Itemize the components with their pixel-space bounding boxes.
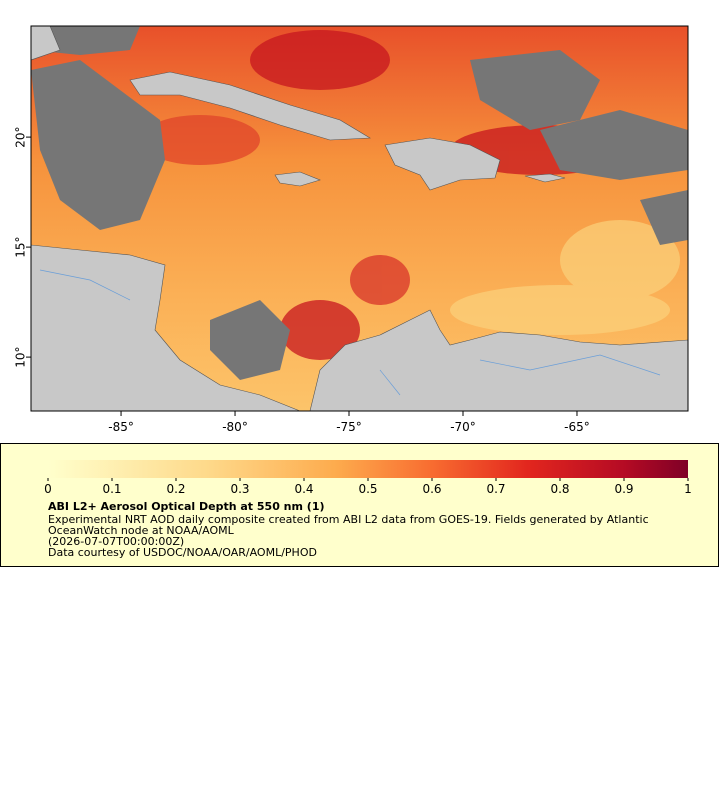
- colorbar-tick-label: 0.3: [230, 482, 249, 496]
- legend-line: Experimental NRT AOD daily composite cre…: [48, 513, 649, 526]
- legend-line: OceanWatch node at NOAA/AOML: [48, 524, 235, 537]
- colorbar-tick-label: 0.8: [550, 482, 569, 496]
- clouds: [31, 26, 688, 380]
- colorbar: [48, 460, 688, 478]
- low-aod: [450, 220, 680, 335]
- map-frame: [30, 25, 689, 412]
- legend-line: (2026-07-07T00:00:00Z): [48, 535, 184, 548]
- legend-line: Data courtesy of USDOC/NOAA/OAR/AOML/PHO…: [48, 546, 317, 559]
- x-tick-label: -85°: [108, 420, 134, 434]
- x-tick-label: -65°: [564, 420, 590, 434]
- x-tick-label: -75°: [336, 420, 362, 434]
- legend-title: ABI L2+ Aerosol Optical Depth at 550 nm …: [48, 500, 325, 513]
- y-tick-label: 15°: [14, 236, 28, 257]
- colorbar-tick-label: 0.1: [102, 482, 121, 496]
- x-tick-label: -80°: [222, 420, 248, 434]
- colorbar-tick-label: 0: [44, 482, 52, 496]
- map-area: [31, 26, 688, 411]
- colorbar-tick-label: 0.6: [422, 482, 441, 496]
- colorbar-tick-label: 0.5: [358, 482, 377, 496]
- x-tick-label: -70°: [450, 420, 476, 434]
- colorbar-tick-label: 1: [684, 482, 692, 496]
- colorbar-tick-label: 0.2: [166, 482, 185, 496]
- y-tick-label: 10°: [14, 346, 28, 367]
- colorbar-tick-label: 0.7: [486, 482, 505, 496]
- land: [31, 26, 688, 411]
- y-tick-label: 20°: [14, 126, 28, 147]
- colorbar-tick-label: 0.9: [614, 482, 633, 496]
- rivers: [39, 269, 661, 396]
- colorbar-tick-label: 0.4: [294, 482, 313, 496]
